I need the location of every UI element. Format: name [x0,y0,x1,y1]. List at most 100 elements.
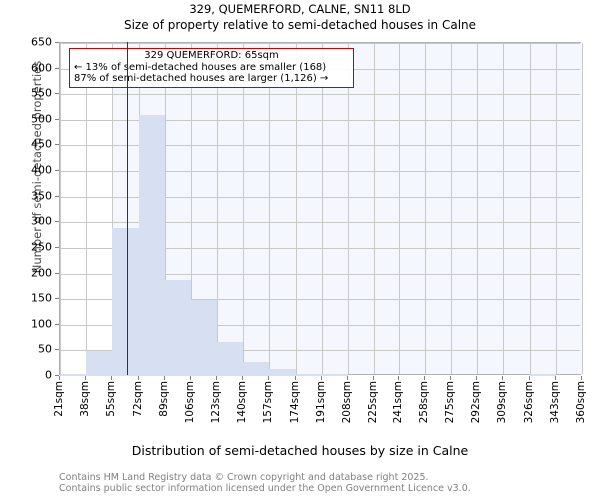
x-axis-tick-mark [164,376,165,380]
x-axis-tick-mark [581,376,582,380]
gridline-vertical [451,43,452,374]
gridline-vertical [191,43,192,374]
y-axis-tick-label: 150 [31,291,52,305]
gridline-vertical [348,43,349,374]
x-axis-label: Distribution of semi-detached houses by … [131,443,469,458]
y-axis-tick-mark [55,375,59,376]
y-axis-tick-label: 300 [31,214,52,228]
gridline-horizontal [60,171,580,172]
chart-subtitle: Size of property relative to semi-detach… [123,18,477,32]
gridline-horizontal [60,350,580,351]
histogram-bar [321,373,348,376]
x-axis-tick-mark [398,376,399,380]
annotation-smaller-text: ← 13% of semi-detached houses are smalle… [74,61,327,73]
x-axis-tick-label: 55sqm [105,381,118,417]
x-axis-tick-mark [555,376,556,380]
x-axis-tick-mark [216,376,217,380]
footer-line-1: Contains HM Land Registry data © Crown c… [59,472,429,483]
gridline-vertical [556,43,557,374]
gridline-vertical [374,43,375,374]
histogram-bar [112,228,139,376]
gridline-horizontal [60,43,580,44]
histogram-bar [86,351,113,376]
histogram-bar [269,368,296,376]
property-marker-line [126,42,129,375]
y-axis-tick-label: 500 [31,112,52,126]
x-axis-tick-label: 140sqm [236,381,249,424]
annotation-property-size: 329 QUEMERFORD: 65sqm [144,50,279,61]
histogram-bar [477,374,503,376]
histogram-bar [399,374,425,376]
y-axis-tick-label: 350 [31,189,52,203]
x-axis-tick-label: 343sqm [548,381,561,424]
x-axis-tick-mark [347,376,348,380]
x-axis-tick-label: 225sqm [367,381,380,424]
x-axis-tick-label: 275sqm [444,381,457,424]
footer-line-2: Contains public sector information licen… [59,483,471,494]
x-axis-tick-label: 241sqm [391,381,404,424]
x-axis-tick-label: 208sqm [340,381,353,424]
gridline-vertical [530,43,531,374]
histogram-bar [190,300,218,376]
x-axis-tick-mark [242,376,243,380]
histogram-bar [451,374,477,376]
y-axis-tick-mark [55,93,59,94]
x-axis-tick-mark [85,376,86,380]
y-axis-tick-mark [55,298,59,299]
x-axis-tick-mark [138,376,139,380]
gridline-vertical [425,43,426,374]
x-axis-tick-mark [529,376,530,380]
gridline-vertical [60,43,61,374]
gridline-horizontal [60,299,580,300]
gridline-vertical [322,43,323,374]
y-axis-tick-mark [55,170,59,171]
gridline-horizontal [60,145,580,146]
y-axis-tick-mark [55,273,59,274]
x-axis-tick-mark [321,376,322,380]
y-axis-tick-mark [55,324,59,325]
y-axis-tick-label: 550 [31,86,52,100]
gridline-horizontal [60,94,580,95]
x-axis-tick-label: 89sqm [157,381,170,417]
gridline-vertical [296,43,297,374]
gridline-vertical [582,43,583,374]
y-axis-tick-label: 50 [38,342,52,356]
property-annotation-box: 329 QUEMERFORD: 65sqm ← 13% of semi-deta… [69,48,354,88]
histogram-bar [295,374,322,376]
y-axis-tick-label: 0 [45,368,52,382]
y-axis-tick-label: 650 [31,35,52,49]
y-axis-tick-mark [55,221,59,222]
gridline-vertical [86,43,87,374]
x-axis-tick-label: 360sqm [575,381,587,424]
x-axis-tick-mark [450,376,451,380]
gridline-horizontal [60,222,580,223]
gridline-horizontal [60,274,580,275]
gridline-vertical [399,43,400,374]
histogram-bar [503,374,529,376]
x-axis-tick-label: 326sqm [522,381,535,424]
histogram-bar [164,279,191,376]
x-axis-tick-mark [476,376,477,380]
gridline-horizontal [60,248,580,249]
x-axis-tick-label: 38sqm [79,381,92,417]
chart-title-block: 329, QUEMERFORD, CALNE, SN11 8LD Size of… [0,2,600,33]
y-axis-tick-label: 600 [31,61,52,75]
x-axis-tick-mark [190,376,191,380]
histogram-bar [217,342,244,376]
y-axis-tick-mark [55,144,59,145]
y-axis-tick-label: 400 [31,163,52,177]
x-axis-tick-label: 21sqm [53,381,65,417]
gridline-vertical [269,43,270,374]
histogram-bar [529,374,556,376]
y-axis-tick-mark [55,247,59,248]
x-axis-tick-label: 258sqm [417,381,430,424]
y-axis-tick-mark [55,119,59,120]
page-title: 329, QUEMERFORD, CALNE, SN11 8LD [189,2,411,16]
histogram-bar [138,114,165,376]
histogram-bar [348,374,374,376]
x-axis-tick-mark [373,376,374,380]
x-axis-tick-mark [295,376,296,380]
gridline-horizontal [60,325,580,326]
gridline-vertical [217,43,218,374]
